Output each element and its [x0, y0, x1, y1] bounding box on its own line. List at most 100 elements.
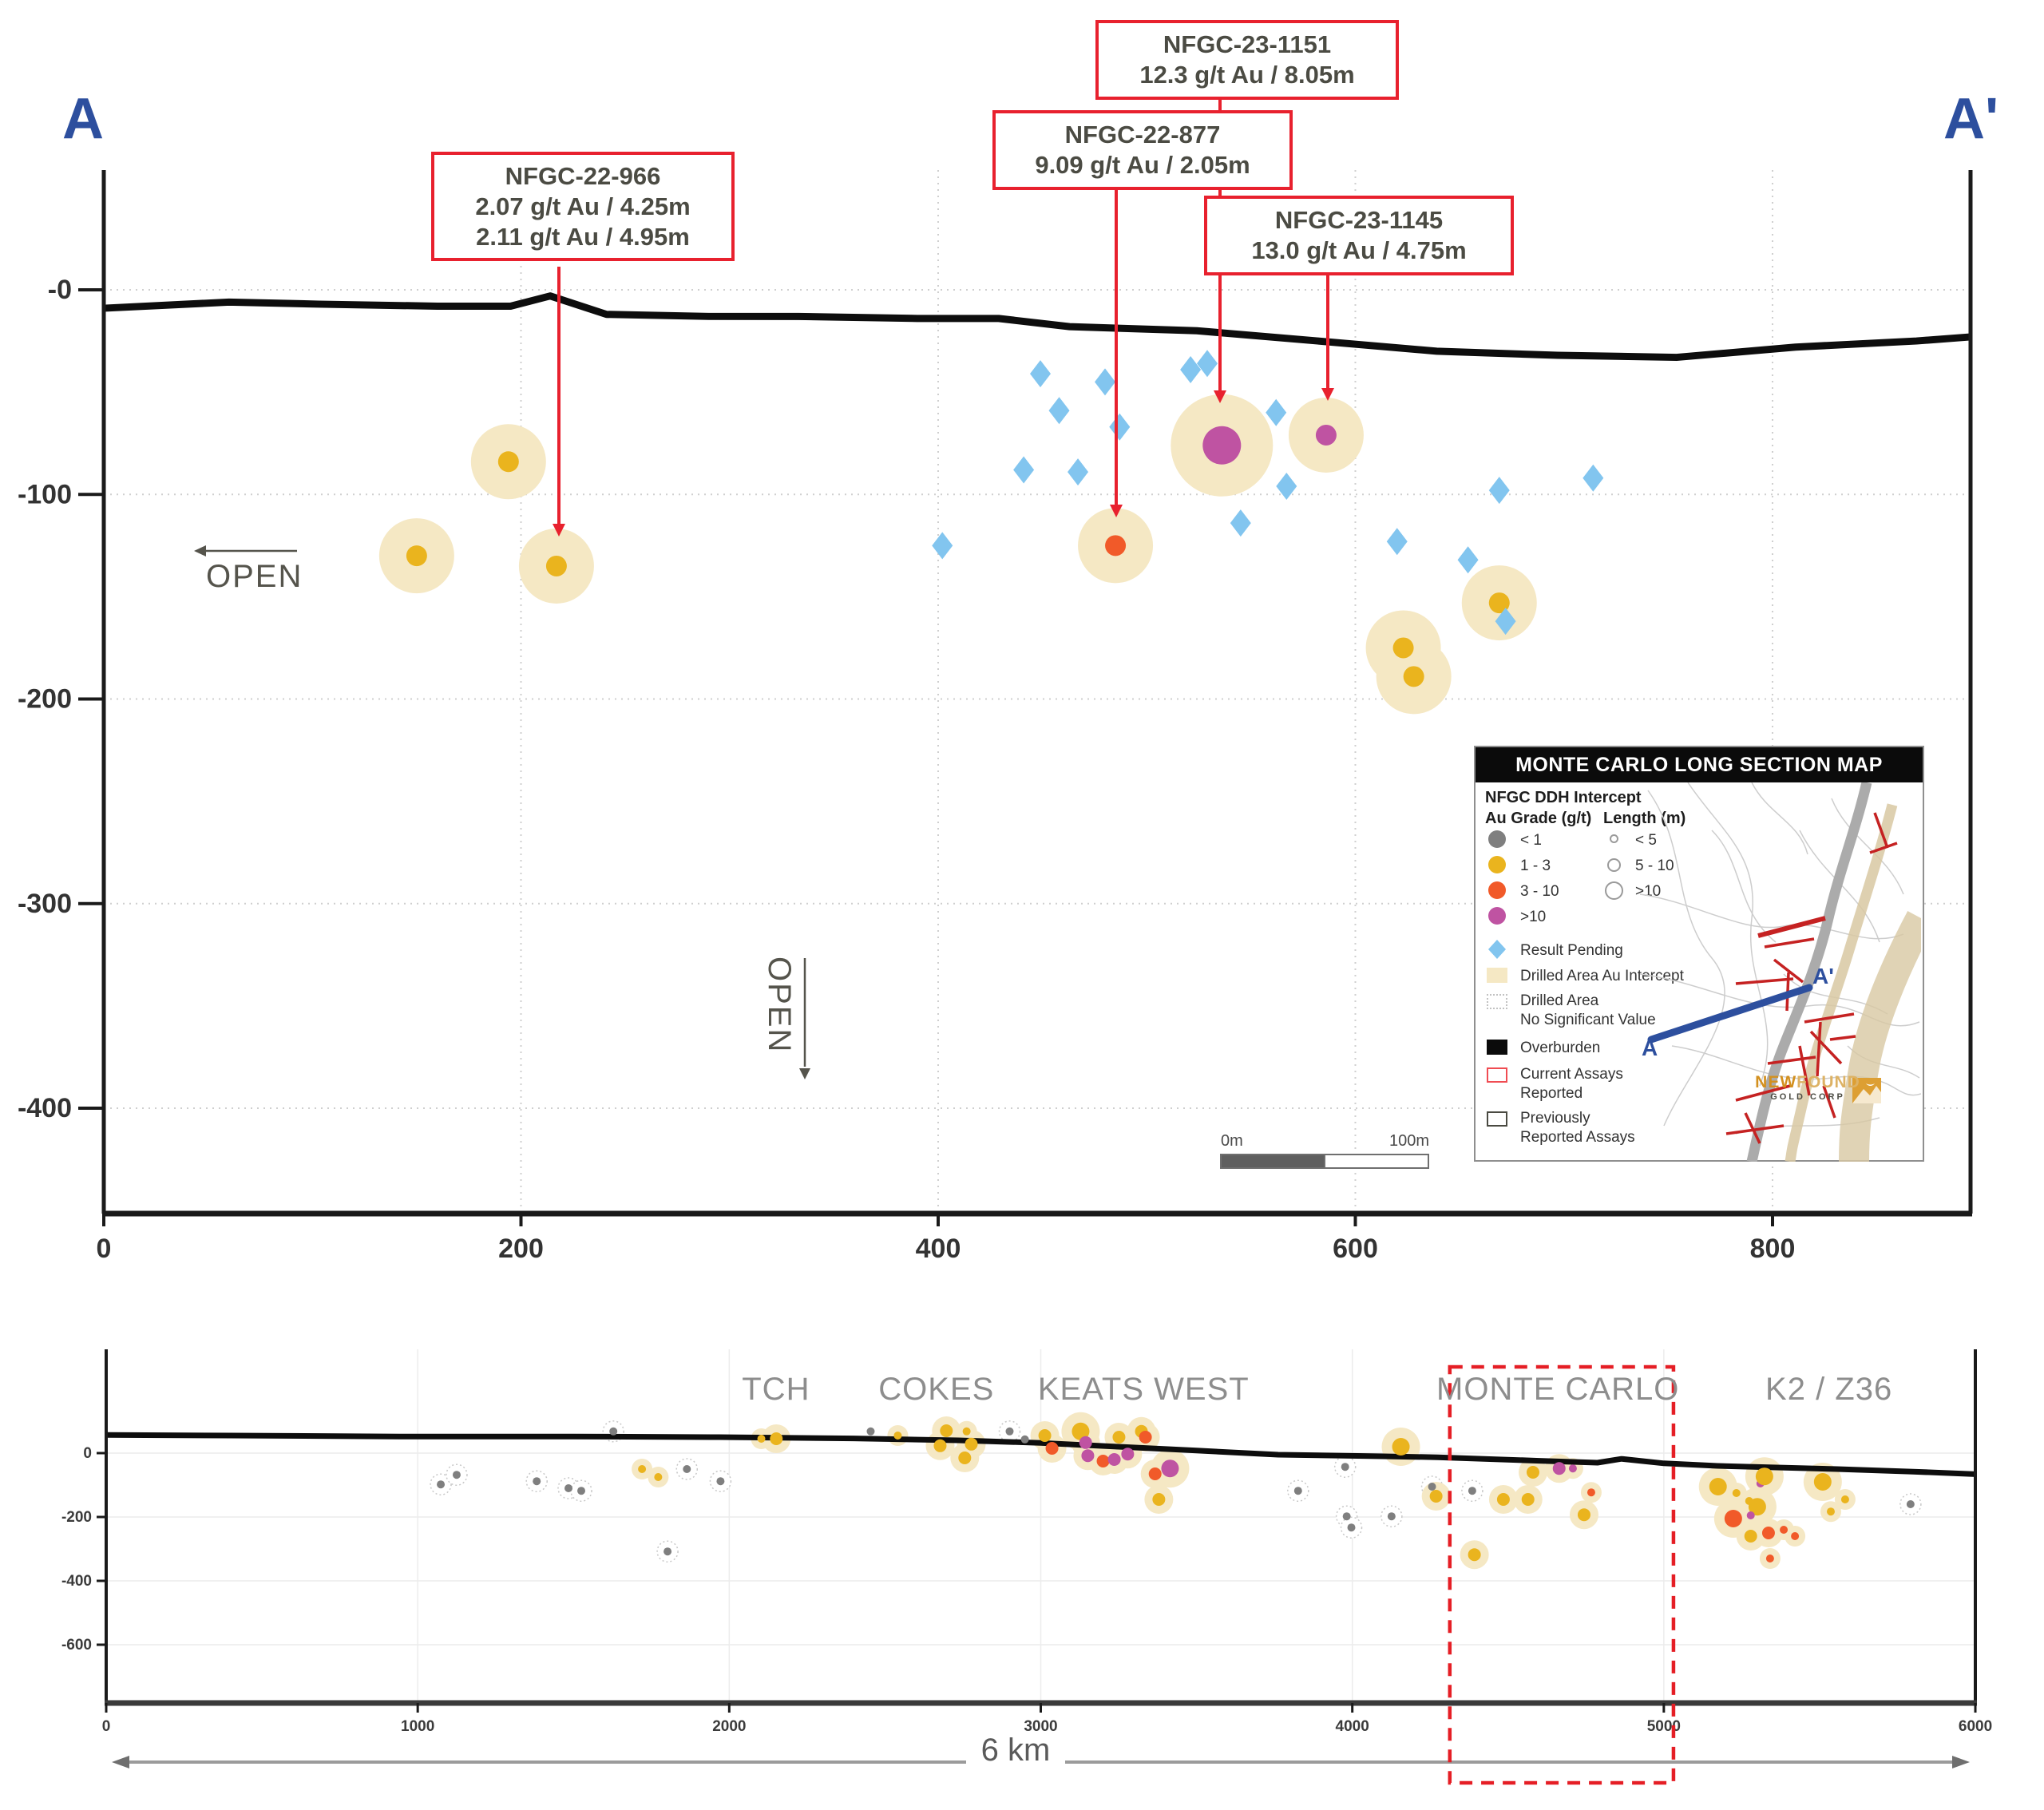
intercept-dot-gt10 [1161, 1459, 1179, 1478]
current-assays-label-2: Reported [1520, 1085, 1583, 1102]
main-x-tick-label: 600 [1333, 1234, 1378, 1264]
main-x-tick-label: 400 [916, 1234, 961, 1264]
grade-1-3-swatch [1488, 856, 1506, 873]
length-gt10-swatch [1605, 881, 1623, 900]
map-gray-band [1746, 782, 1872, 1162]
main-y-tick-label: -100 [18, 479, 72, 509]
result-pending-icon [1488, 940, 1506, 959]
intercept-dot-lt1 [609, 1427, 618, 1436]
open-down-arrowhead [799, 1068, 810, 1079]
grade-1-3-label: 1 - 3 [1520, 857, 1551, 874]
result-pending-diamond [1266, 398, 1287, 426]
monte-carlo-highlight-box [1448, 1364, 1676, 1785]
result-pending-diamond [1109, 413, 1131, 441]
callout-line: NFGC-22-877 [1064, 121, 1221, 149]
result-pending-diamond [1583, 464, 1604, 492]
current-assays-label-1: Current Assays [1520, 1066, 1623, 1083]
intercept-dot-g1_3 [1429, 1490, 1443, 1503]
intercept-dot-lt1 [1020, 1435, 1029, 1444]
intercept-dot-g1_3 [770, 1432, 783, 1445]
main-y-tick-label: -200 [18, 684, 72, 715]
intercept-dot-g1_3 [1038, 1429, 1052, 1442]
main-intercept-halos [378, 394, 1537, 715]
intercept-dot-g1_3 [893, 1432, 902, 1440]
intercept-dot-lt1 [1906, 1500, 1915, 1508]
drilled-tan-label: Drilled Area Au Intercept [1520, 968, 1684, 984]
six-km-arrowhead-left [112, 1756, 129, 1768]
main-x-tick-label: 0 [97, 1234, 112, 1264]
intercept-dot-g3_10 [1139, 1431, 1152, 1444]
result-pending-diamond [1013, 456, 1035, 484]
intercept-dot-g3_10 [1724, 1510, 1742, 1527]
intercept-dot-gt10 [1107, 1453, 1121, 1466]
grade-lt1-label: < 1 [1520, 832, 1542, 849]
intercept-dot-g1_3 [962, 1427, 971, 1436]
legend-box: MONTE CARLO LONG SECTION MAP NFGC DDH In… [1474, 746, 1924, 1162]
intercept-dot-lt1 [866, 1427, 875, 1436]
bottom-overburden-line [105, 1432, 1976, 1477]
bottom-y-tick-label: -400 [61, 1573, 92, 1590]
callout-leader-arrowhead [1321, 388, 1334, 401]
callout-nfgc-22-877: NFGC-22-877 9.09 g/t Au / 2.05m [992, 110, 1293, 190]
intercept-dot-g1_3 [1488, 592, 1510, 614]
intercept-dot-lt1 [1468, 1487, 1476, 1495]
intercept-dot-lt1 [1293, 1487, 1302, 1495]
main-y-tick-label: -300 [18, 889, 72, 919]
logo-text-new: NEW [1755, 1073, 1797, 1091]
intercept-dot-g1_3 [1732, 1489, 1741, 1497]
overburden-swatch [1487, 1040, 1507, 1055]
intercept-dot-lt1 [1428, 1483, 1436, 1491]
intercept-dot-g1_3 [965, 1437, 978, 1451]
length-gt10-label: >10 [1635, 883, 1662, 900]
grade-3-10-label: 3 - 10 [1520, 883, 1559, 900]
plan-map-inset: A A' [1640, 782, 1921, 1162]
callout-line: 2.11 g/t Au / 4.95m [476, 222, 690, 251]
zone-label-monte-carlo: MONTE CARLO [1436, 1372, 1680, 1407]
legend-title: MONTE CARLO LONG SECTION MAP [1476, 747, 1923, 782]
bottom-x-tick-label: 3000 [1024, 1718, 1057, 1735]
callout-nfgc-22-966: NFGC-22-966 2.07 g/t Au / 4.25m 2.11 g/t A… [431, 152, 735, 262]
bottom-y-tick-label: -600 [61, 1637, 92, 1654]
intercept-dot-g3_10 [1791, 1532, 1800, 1540]
bottom-x-tick-label: 4000 [1336, 1718, 1369, 1735]
result-pending-diamond [1030, 360, 1052, 388]
callout-nfgc-23-1145: NFGC-23-1145 13.0 g/t Au / 4.75m [1204, 196, 1514, 275]
intercept-dot-g1_3 [1840, 1495, 1849, 1503]
main-x-tick-label: 800 [1750, 1234, 1796, 1264]
bottom-x-tick-label: 0 [102, 1718, 111, 1735]
intercept-dot-g1_3 [1709, 1478, 1727, 1495]
open-left-label: OPEN [206, 559, 303, 594]
zone-label-tch: TCH [742, 1372, 810, 1407]
result-pending-diamond [1180, 355, 1202, 383]
result-pending-diamond [1095, 368, 1115, 396]
result-pending-diamond [1276, 473, 1297, 500]
result-pending-diamond [1068, 458, 1089, 486]
previous-assays-swatch [1487, 1111, 1507, 1127]
result-pending-diamond [1197, 350, 1218, 378]
length-5-10-swatch [1607, 858, 1621, 872]
intercept-dot-g3_10 [1765, 1555, 1774, 1562]
callout-nfgc-23-1151: NFGC-23-1151 12.3 g/t Au / 8.05m [1095, 20, 1399, 100]
intercept-dot-lt1 [437, 1480, 446, 1489]
result-pending-diamond [1230, 509, 1251, 537]
intercept-dot-g3_10 [1586, 1488, 1595, 1497]
bottom-y-tick-label: -200 [61, 1509, 92, 1526]
intercept-dot-g1_3 [638, 1465, 647, 1473]
open-left-arrowhead [194, 545, 206, 556]
drilled-tan-swatch [1487, 968, 1507, 983]
scalebar-max-label: 100m [1388, 1132, 1429, 1150]
intercept-dot-g1_3 [1112, 1431, 1126, 1444]
six-km-label: 6 km [969, 1733, 1062, 1768]
intercept-dot-lt1 [1347, 1523, 1356, 1532]
grade-3-10-swatch [1488, 881, 1506, 899]
grade-gt10-label: >10 [1520, 909, 1547, 925]
intercept-dot-g3_10 [1780, 1526, 1788, 1534]
map-tan-band-1 [1785, 803, 1898, 1162]
intercept-dot-g1_3 [1392, 1438, 1410, 1456]
map-section-line [1647, 984, 1813, 1044]
intercept-dot-g1_3 [1392, 637, 1414, 659]
intercept-dot-g1_3 [497, 451, 519, 473]
newfound-logo-sub: GOLD CORP [1770, 1092, 1845, 1102]
intercept-dot-lt1 [664, 1547, 672, 1556]
